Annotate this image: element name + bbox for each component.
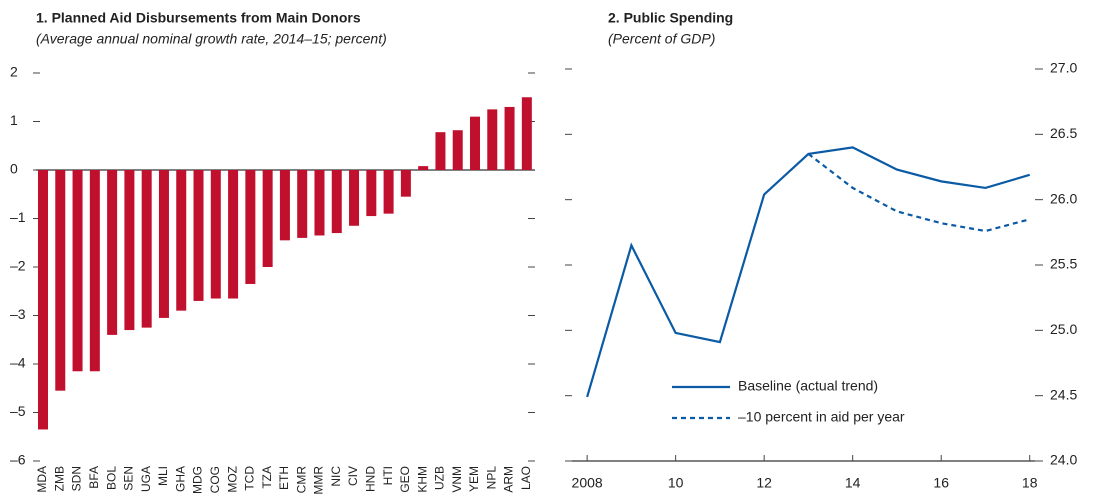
x-tick-label: NPL bbox=[484, 466, 498, 490]
bar bbox=[435, 132, 446, 170]
y-tick-label: 25.5 bbox=[1050, 256, 1077, 272]
bar bbox=[349, 170, 360, 226]
bar bbox=[245, 170, 256, 284]
bar bbox=[89, 170, 100, 372]
x-tick-label: ARM bbox=[502, 466, 516, 493]
x-tick-label: MDA bbox=[35, 466, 49, 493]
x-tick-label: HND bbox=[363, 466, 377, 492]
bar bbox=[366, 170, 377, 217]
x-tick-label: ETH bbox=[277, 466, 291, 490]
x-tick-label: CMR bbox=[294, 466, 308, 494]
chart-title: 2. Public Spending bbox=[608, 10, 733, 26]
bar bbox=[38, 170, 48, 430]
bar bbox=[297, 170, 308, 238]
x-tick-label: BFA bbox=[87, 466, 101, 489]
bar bbox=[279, 170, 290, 241]
bar bbox=[314, 170, 325, 236]
y-tick-label: 0 bbox=[10, 161, 18, 177]
bar bbox=[210, 170, 221, 299]
bar bbox=[158, 170, 169, 318]
y-tick-label: 24.0 bbox=[1050, 452, 1077, 468]
x-tick-label: 12 bbox=[756, 475, 772, 491]
x-tick-label: NIC bbox=[329, 466, 343, 487]
bar bbox=[400, 170, 411, 197]
bar bbox=[55, 170, 66, 391]
x-tick-label: LAO bbox=[519, 466, 533, 490]
bar bbox=[470, 116, 480, 170]
x-tick-label: COG bbox=[208, 466, 222, 493]
x-tick-label: GEO bbox=[398, 466, 412, 493]
y-tick-label: 27.0 bbox=[1050, 60, 1077, 76]
bar bbox=[504, 106, 515, 170]
y-tick-label: 1 bbox=[10, 112, 18, 128]
bar bbox=[72, 170, 83, 372]
bar bbox=[193, 170, 204, 301]
x-tick-label: SEN bbox=[122, 466, 136, 491]
bar bbox=[418, 166, 429, 170]
bar bbox=[521, 97, 532, 170]
x-tick-label: TCD bbox=[243, 466, 257, 491]
y-tick-label: 26.5 bbox=[1050, 125, 1077, 141]
x-tick-label: KHM bbox=[415, 466, 429, 493]
chart-subtitle: (Average annual nominal growth rate, 201… bbox=[36, 31, 387, 47]
y-tick-label: –5 bbox=[10, 403, 26, 419]
y-tick-label: 24.5 bbox=[1050, 386, 1077, 402]
x-tick-label: 18 bbox=[1022, 475, 1038, 491]
chart-title: 1. Planned Aid Disbursements from Main D… bbox=[36, 10, 361, 26]
bar bbox=[107, 170, 118, 335]
bar bbox=[141, 170, 152, 328]
y-tick-label: 2 bbox=[10, 64, 18, 80]
chart-subtitle: (Percent of GDP) bbox=[608, 31, 715, 47]
x-tick-label: MDG bbox=[191, 466, 205, 494]
y-tick-label: –4 bbox=[10, 355, 26, 371]
bar bbox=[262, 170, 273, 267]
x-tick-label: ZMB bbox=[52, 466, 66, 491]
x-tick-label: GHA bbox=[173, 466, 187, 492]
legend-label: –10 percent in aid per year bbox=[738, 409, 905, 425]
x-tick-label: MLI bbox=[156, 466, 170, 486]
x-tick-label: 2008 bbox=[572, 475, 603, 491]
x-tick-label: 10 bbox=[668, 475, 684, 491]
line bbox=[586, 146, 1031, 398]
x-tick-label: HTI bbox=[381, 466, 395, 485]
x-tick-label: UGA bbox=[139, 466, 153, 492]
x-tick-label: MOZ bbox=[225, 466, 239, 493]
x-tick-label: CIV bbox=[346, 466, 360, 486]
y-tick-label: –2 bbox=[10, 258, 26, 274]
x-tick-label: UZB bbox=[433, 466, 447, 490]
x-tick-label: BOL bbox=[104, 466, 118, 490]
bar bbox=[487, 109, 498, 170]
y-tick-label: –6 bbox=[10, 452, 26, 468]
y-tick-label: 25.0 bbox=[1050, 321, 1077, 337]
x-tick-label: 14 bbox=[845, 475, 861, 491]
x-tick-label: YEM bbox=[467, 466, 481, 492]
bar bbox=[176, 170, 187, 311]
y-tick-label: –1 bbox=[10, 209, 26, 225]
x-tick-label: VNM bbox=[450, 466, 464, 493]
x-tick-label: 16 bbox=[933, 475, 949, 491]
x-tick-label: MMR bbox=[312, 466, 326, 495]
legend-label: Baseline (actual trend) bbox=[738, 378, 878, 394]
bar bbox=[228, 170, 239, 299]
line bbox=[807, 153, 1031, 233]
x-tick-label: SDN bbox=[70, 466, 84, 491]
bar bbox=[124, 170, 135, 331]
y-tick-label: 26.0 bbox=[1050, 190, 1077, 206]
y-tick-label: –3 bbox=[10, 306, 26, 322]
bar bbox=[331, 170, 342, 234]
bar bbox=[452, 130, 463, 170]
x-tick-label: TZA bbox=[260, 466, 274, 489]
bar bbox=[383, 170, 394, 214]
